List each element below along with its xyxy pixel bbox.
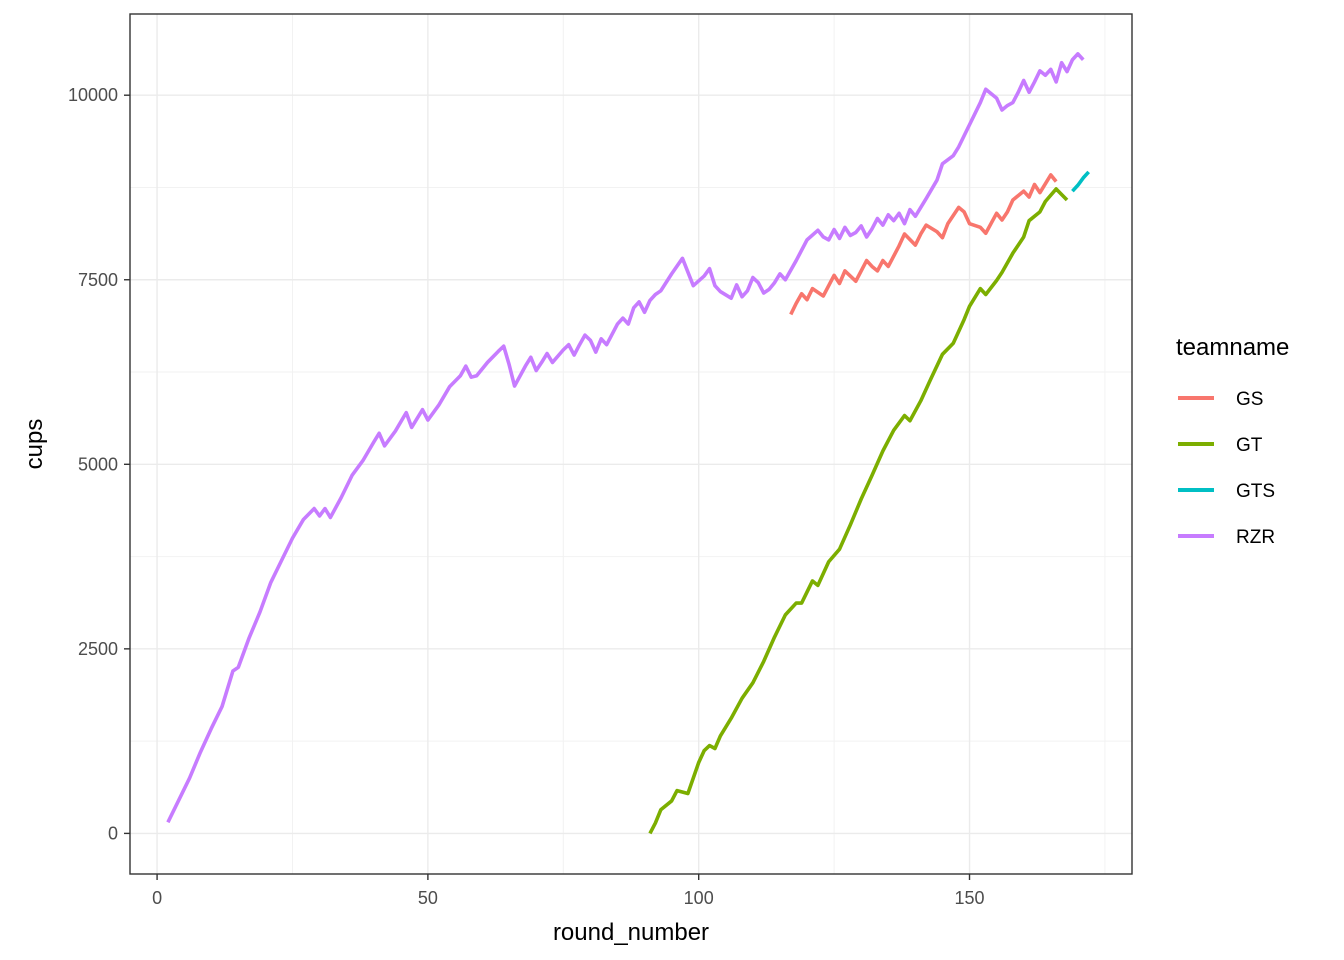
data-lines	[166, 52, 1090, 835]
y-tick-label: 5000	[78, 454, 118, 474]
x-tick-label: 0	[152, 888, 162, 908]
legend-item-gts: GTS	[1178, 481, 1275, 502]
grid-minor	[130, 14, 1132, 874]
x-tick-label: 100	[684, 888, 714, 908]
legend-label: GS	[1236, 389, 1263, 410]
x-axis-title: round_number	[553, 919, 709, 946]
x-tick-label: 50	[418, 888, 438, 908]
series-line-gts	[1071, 170, 1090, 193]
y-tick-label: 0	[108, 823, 118, 843]
y-tick-label: 10000	[68, 85, 118, 105]
y-axis-title: cups	[21, 419, 48, 470]
y-tick-label: 2500	[78, 639, 118, 659]
legend-item-gs: GS	[1178, 389, 1263, 410]
series-line-gs	[789, 173, 1058, 316]
legend: teamname GS GT GTS RZR	[1176, 334, 1289, 548]
legend-item-rzr: RZR	[1178, 527, 1275, 548]
legend-item-gt: GT	[1178, 435, 1263, 456]
legend-label: GTS	[1236, 481, 1275, 502]
legend-title: teamname	[1176, 334, 1289, 361]
series-line-rzr	[166, 52, 1085, 824]
x-axis: 0 50 100 150	[152, 874, 985, 908]
legend-label: GT	[1236, 435, 1263, 456]
plot-border	[129, 13, 1133, 875]
legend-label: RZR	[1236, 527, 1275, 548]
grid-major	[130, 14, 1132, 874]
plot-background	[130, 14, 1132, 874]
series-line-gt	[648, 187, 1069, 835]
y-tick-label: 7500	[78, 270, 118, 290]
x-tick-label: 150	[954, 888, 984, 908]
y-axis: 0 2500 5000 7500 10000	[68, 85, 130, 843]
